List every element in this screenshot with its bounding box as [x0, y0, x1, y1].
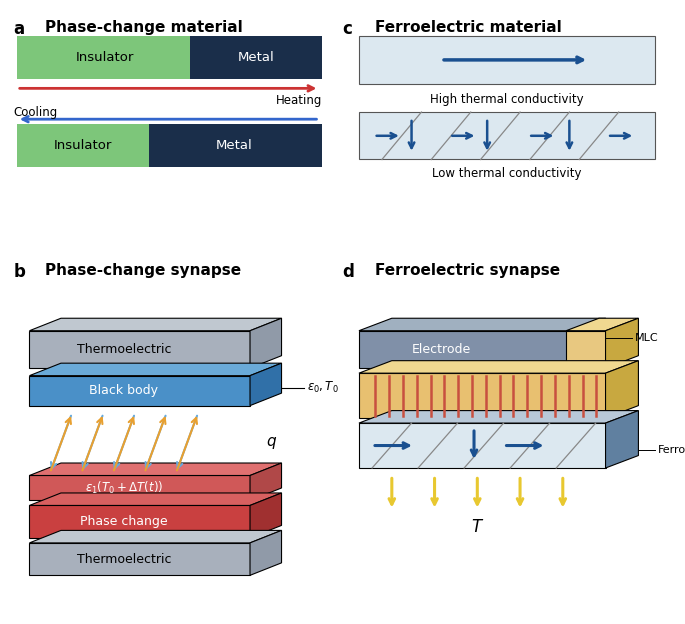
Bar: [17, 124, 149, 167]
Polygon shape: [566, 318, 638, 331]
Polygon shape: [29, 318, 282, 331]
Text: Insulator: Insulator: [54, 139, 112, 152]
Polygon shape: [29, 493, 282, 505]
Bar: [17, 36, 190, 79]
Text: Phase-change material: Phase-change material: [45, 19, 243, 34]
Bar: [29, 376, 250, 406]
Polygon shape: [606, 318, 638, 368]
Text: $\varepsilon_0, T_0$: $\varepsilon_0, T_0$: [307, 380, 338, 395]
Bar: [359, 373, 606, 418]
Bar: [29, 505, 250, 538]
Text: High thermal conductivity: High thermal conductivity: [430, 93, 584, 106]
Text: Heating: Heating: [276, 94, 323, 107]
Polygon shape: [250, 318, 282, 368]
Bar: [359, 112, 655, 160]
Bar: [29, 543, 250, 575]
Text: MLC: MLC: [635, 333, 659, 343]
Polygon shape: [359, 361, 638, 373]
Polygon shape: [359, 411, 638, 423]
Text: $\varepsilon_1(T_0 + \Delta T(t))$: $\varepsilon_1(T_0 + \Delta T(t))$: [85, 480, 163, 496]
Text: Metal: Metal: [216, 139, 253, 152]
Polygon shape: [573, 318, 606, 368]
Bar: [29, 331, 250, 368]
Bar: [190, 36, 323, 79]
Text: d: d: [342, 263, 354, 281]
Bar: [149, 124, 323, 167]
Text: Ferroelectric synapse: Ferroelectric synapse: [375, 263, 560, 278]
Polygon shape: [250, 363, 282, 406]
Text: Black body: Black body: [90, 384, 158, 397]
Polygon shape: [29, 463, 282, 475]
Text: $q$: $q$: [266, 435, 277, 451]
Polygon shape: [359, 318, 606, 331]
Text: Thermoelectric: Thermoelectric: [77, 553, 171, 565]
Polygon shape: [250, 493, 282, 538]
Text: $T$: $T$: [471, 518, 484, 536]
Bar: [29, 475, 250, 500]
Bar: [359, 423, 606, 468]
Text: a: a: [14, 19, 25, 37]
Text: Thermoelectric: Thermoelectric: [77, 343, 171, 356]
Text: b: b: [14, 263, 25, 281]
Polygon shape: [29, 363, 282, 376]
Polygon shape: [29, 530, 282, 543]
Polygon shape: [250, 463, 282, 500]
Text: Insulator: Insulator: [76, 51, 134, 64]
Text: Low thermal conductivity: Low thermal conductivity: [432, 167, 582, 180]
Polygon shape: [606, 411, 638, 468]
Text: Phase-change synapse: Phase-change synapse: [45, 263, 241, 278]
Text: Phase change: Phase change: [80, 515, 168, 528]
Bar: [566, 331, 606, 368]
Text: Metal: Metal: [238, 51, 275, 64]
Text: Cooling: Cooling: [14, 105, 58, 119]
Text: Ferroelectric material: Ferroelectric material: [375, 19, 562, 34]
Bar: [359, 36, 655, 84]
Text: Electrode: Electrode: [412, 343, 471, 356]
Text: c: c: [342, 19, 352, 37]
Polygon shape: [606, 361, 638, 418]
Text: Ferroelectric: Ferroelectric: [658, 445, 685, 455]
Polygon shape: [250, 530, 282, 575]
Bar: [359, 331, 573, 368]
